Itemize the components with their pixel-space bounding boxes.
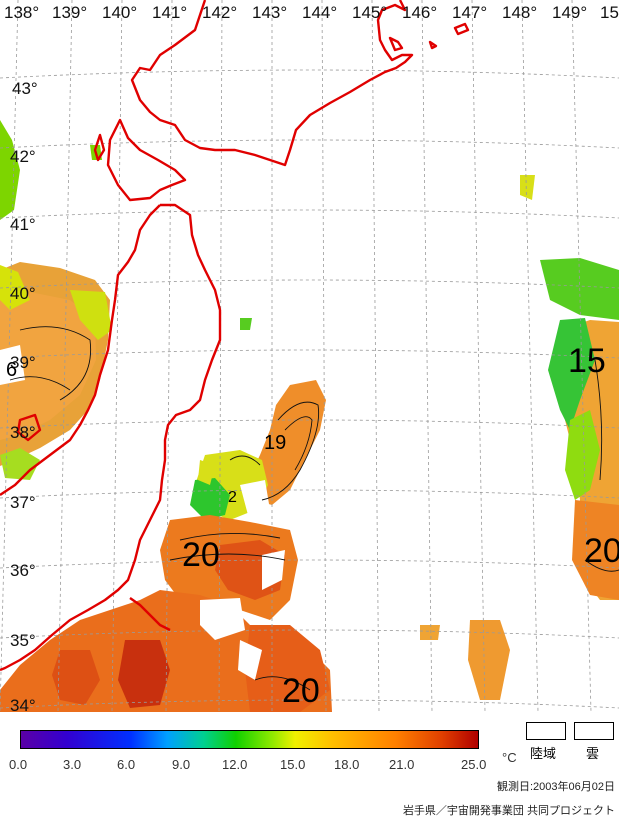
- lon-label: 144°: [302, 3, 337, 22]
- cloud-mask: [0, 345, 285, 680]
- lon-label: 143°: [252, 3, 287, 22]
- lon-label: 139°: [52, 3, 87, 22]
- lat-label: 38°: [10, 423, 36, 442]
- contour-label: 19: [264, 432, 286, 454]
- lat-label: 37°: [10, 493, 36, 512]
- lon-label: 138°: [4, 3, 39, 22]
- lat-label: 43°: [12, 79, 38, 98]
- contour-label: 2: [228, 489, 237, 506]
- land-swatch: [526, 722, 566, 740]
- lon-label: 147°: [452, 3, 487, 22]
- sst-map: 138° 139° 140° 141° 142° 143° 144° 145° …: [0, 0, 619, 712]
- graticule: [0, 0, 619, 712]
- lon-label: 149°: [552, 3, 587, 22]
- contour-label: 20: [584, 532, 619, 570]
- cloud-label: 雲: [586, 746, 600, 761]
- lat-label: 34°: [10, 696, 36, 712]
- colorbar-tick: 9.0: [172, 757, 191, 772]
- colorbar-tick: 6.0: [117, 757, 136, 772]
- contour-value-labels: 19 15 20 20 20 6 2: [6, 342, 619, 710]
- longitude-labels: 138° 139° 140° 141° 142° 143° 144° 145° …: [4, 3, 619, 22]
- lon-label: 141°: [152, 3, 187, 22]
- colorbar-tick: 3.0: [63, 757, 82, 772]
- lat-label: 36°: [10, 561, 36, 580]
- lon-label: 148°: [502, 3, 537, 22]
- colorbar-tick: 18.0: [334, 757, 360, 772]
- temperature-colorbar: [20, 730, 479, 749]
- contour-label: 15: [568, 342, 606, 380]
- isotherms: [9, 326, 619, 691]
- project-credit: 岩手県／宇宙開発事業団 共同プロジェクト: [402, 805, 615, 817]
- latitude-labels: 43° 42° 41° 40° 39° 38° 37° 36° 35° 34°: [10, 79, 38, 712]
- colorbar-tick: 21.0: [389, 757, 415, 772]
- contour-label: 20: [182, 536, 220, 574]
- land-label: 陸域: [530, 746, 557, 761]
- temperature-unit: °C: [502, 750, 517, 765]
- contour-label: 20: [282, 672, 320, 710]
- lat-label: 39°: [10, 353, 36, 372]
- lon-label: 142°: [202, 3, 237, 22]
- observation-date: 観測日:2003年06月02日: [497, 781, 615, 793]
- cloud-swatch: [574, 722, 614, 740]
- colorbar-tick: 15.0: [280, 757, 306, 772]
- colorbar-tick: 12.0: [222, 757, 248, 772]
- colorbar-tick: 25.0: [461, 757, 487, 772]
- coastline: [0, 0, 470, 672]
- sst-fields: [0, 120, 619, 712]
- lon-label: 140°: [102, 3, 137, 22]
- lat-label: 40°: [10, 284, 36, 303]
- lon-label: 15: [600, 3, 619, 22]
- lat-label: 42°: [10, 147, 36, 166]
- lat-label: 41°: [10, 215, 36, 234]
- lat-label: 35°: [10, 631, 36, 650]
- colorbar-tick: 0.0: [9, 757, 28, 772]
- contour-label: 6: [6, 359, 17, 381]
- lon-label: 146°: [402, 3, 437, 22]
- lon-label: 145°: [352, 3, 387, 22]
